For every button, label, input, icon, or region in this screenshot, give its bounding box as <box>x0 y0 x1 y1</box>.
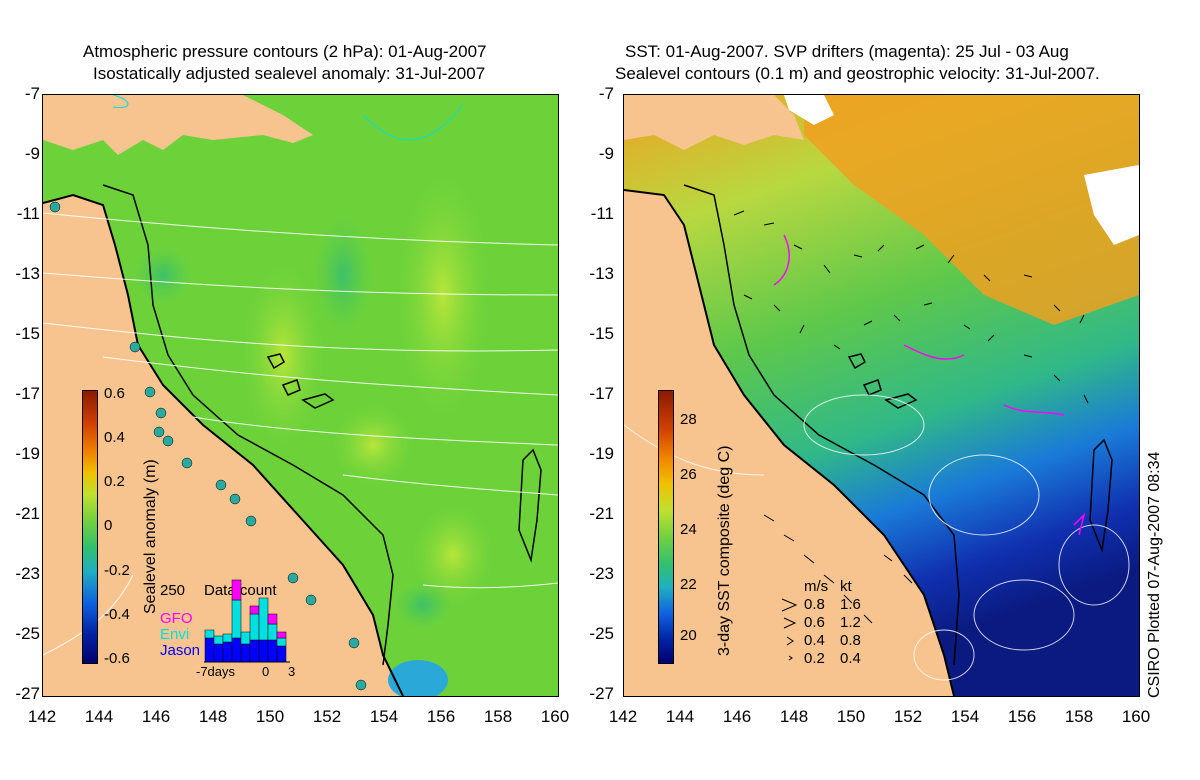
left-lon-tick: 144 <box>84 707 114 726</box>
inset-series-jason: Jason <box>160 642 201 659</box>
sealevel-colorbar <box>82 390 98 664</box>
left-lon-tick: 160 <box>540 707 570 726</box>
velocity-legend-ms: 0.4 <box>804 632 825 649</box>
left-lat-tick: -9 <box>24 144 40 163</box>
left-lat-tick: -27 <box>15 684 40 703</box>
right-sst-map <box>623 94 1140 697</box>
inset-x-label: 0 <box>262 664 270 679</box>
right-lon-tick: 146 <box>722 707 752 726</box>
velocity-legend-kt: 0.4 <box>840 650 861 667</box>
left-lat-tick: -15 <box>15 324 40 343</box>
left-lon-tick: 158 <box>483 707 513 726</box>
right-lat-tick: -15 <box>589 324 614 343</box>
velocity-legend-header-ms: m/s <box>804 578 829 595</box>
right-lat-tick: -11 <box>590 204 614 223</box>
right-lon-tick: 152 <box>893 707 923 726</box>
sst-colorbar-tick: 22 <box>680 576 697 593</box>
right-lat-tick: -23 <box>589 564 614 583</box>
right-lat-tick: -21 <box>589 504 614 523</box>
right-lat-tick: -25 <box>589 624 614 643</box>
velocity-legend-arrows <box>781 598 798 661</box>
sealevel-colorbar-tick: 0 <box>104 517 113 534</box>
left-lon-tick: 146 <box>141 707 171 726</box>
right-title-line1: SST: 01-Aug-2007. SVP drifters (magenta)… <box>625 42 1069 61</box>
left-title-line1: Atmospheric pressure contours (2 hPa): 0… <box>83 42 487 61</box>
left-lat-tick: -23 <box>15 564 40 583</box>
right-lon-tick: 142 <box>608 707 638 726</box>
left-sealevel-map <box>42 94 559 697</box>
left-title-line2: Isostatically adjusted sealevel anomaly:… <box>93 64 486 83</box>
sealevel-colorbar-tick: -0.6 <box>104 650 130 667</box>
inset-max-label: 250 <box>160 582 186 599</box>
sealevel-colorbar-tick: 0.6 <box>104 385 125 402</box>
velocity-legend-ms: 0.8 <box>804 596 825 613</box>
velocity-legend-ms: 0.6 <box>804 614 825 631</box>
right-lon-tick: 154 <box>950 707 980 726</box>
left-lat-tick: -21 <box>15 504 40 523</box>
velocity-legend-kt: 1.2 <box>840 614 861 631</box>
sealevel-colorbar-tick: -0.4 <box>104 606 130 623</box>
inset-x-label: -7days <box>196 664 236 679</box>
inset-bars <box>204 579 290 663</box>
left-lon-tick: 154 <box>369 707 399 726</box>
left-lon-tick: 148 <box>198 707 228 726</box>
velocity-legend-header-kt: kt <box>840 578 852 595</box>
left-lat-tick: -13 <box>15 264 40 283</box>
right-lon-tick: 160 <box>1121 707 1151 726</box>
sst-colorbar-label: 3-day SST composite (deg C) <box>716 445 733 656</box>
left-lon-tick: 142 <box>27 707 57 726</box>
right-title-line2: Sealevel contours (0.1 m) and geostrophi… <box>615 64 1100 83</box>
sst-colorbar-tick: 28 <box>680 411 697 428</box>
sealevel-colorbar-tick: -0.2 <box>104 562 130 579</box>
right-lat-tick: -19 <box>589 444 614 463</box>
inset-series-envi: Envi <box>160 626 190 643</box>
velocity-legend: m/s kt 0.8 1.6 0.6 1.2 0.4 0.8 0.2 0.4 <box>780 578 890 668</box>
sst-colorbar-tick: 20 <box>680 627 697 644</box>
velocity-legend-ms: 0.2 <box>804 650 825 667</box>
right-lat-tick: -13 <box>589 264 614 283</box>
inset-series-gfo: GFO <box>160 610 193 627</box>
sst-colorbar-tick: 26 <box>680 466 697 483</box>
velocity-legend-kt: 0.8 <box>840 632 861 649</box>
right-lon-tick: 144 <box>665 707 695 726</box>
inset-x-label: 3 <box>288 664 296 679</box>
velocity-legend-kt: 1.6 <box>840 596 861 613</box>
right-lon-tick: 148 <box>779 707 809 726</box>
right-lat-tick: -27 <box>589 684 614 703</box>
left-lon-tick: 150 <box>255 707 285 726</box>
left-lat-tick: -7 <box>24 84 40 103</box>
left-lat-tick: -25 <box>15 624 40 643</box>
csiro-credit: CSIRO Plotted 07-Aug-2007 08:34 <box>1146 451 1163 698</box>
sst-colorbar <box>658 390 674 664</box>
right-lat-tick: -7 <box>598 84 614 103</box>
inset-title: Data count <box>204 582 277 599</box>
right-map-graphic <box>624 95 1139 696</box>
sealevel-colorbar-tick: 0.2 <box>104 473 125 490</box>
left-map-graphic <box>43 95 558 696</box>
sst-colorbar-tick: 24 <box>680 521 697 538</box>
left-lon-tick: 156 <box>426 707 456 726</box>
sealevel-colorbar-tick: 0.4 <box>104 429 125 446</box>
data-count-inset: 250 Data count GFO Envi Jason -7days 0 3 <box>158 578 298 679</box>
right-lat-tick: -9 <box>598 144 614 163</box>
right-lon-tick: 156 <box>1007 707 1037 726</box>
right-lon-tick: 150 <box>836 707 866 726</box>
right-lat-tick: -17 <box>589 384 614 403</box>
left-lon-tick: 152 <box>312 707 342 726</box>
left-lat-tick: -19 <box>15 444 40 463</box>
right-lon-tick: 158 <box>1064 707 1094 726</box>
left-lat-tick: -11 <box>16 204 40 223</box>
left-lat-tick: -17 <box>15 384 40 403</box>
